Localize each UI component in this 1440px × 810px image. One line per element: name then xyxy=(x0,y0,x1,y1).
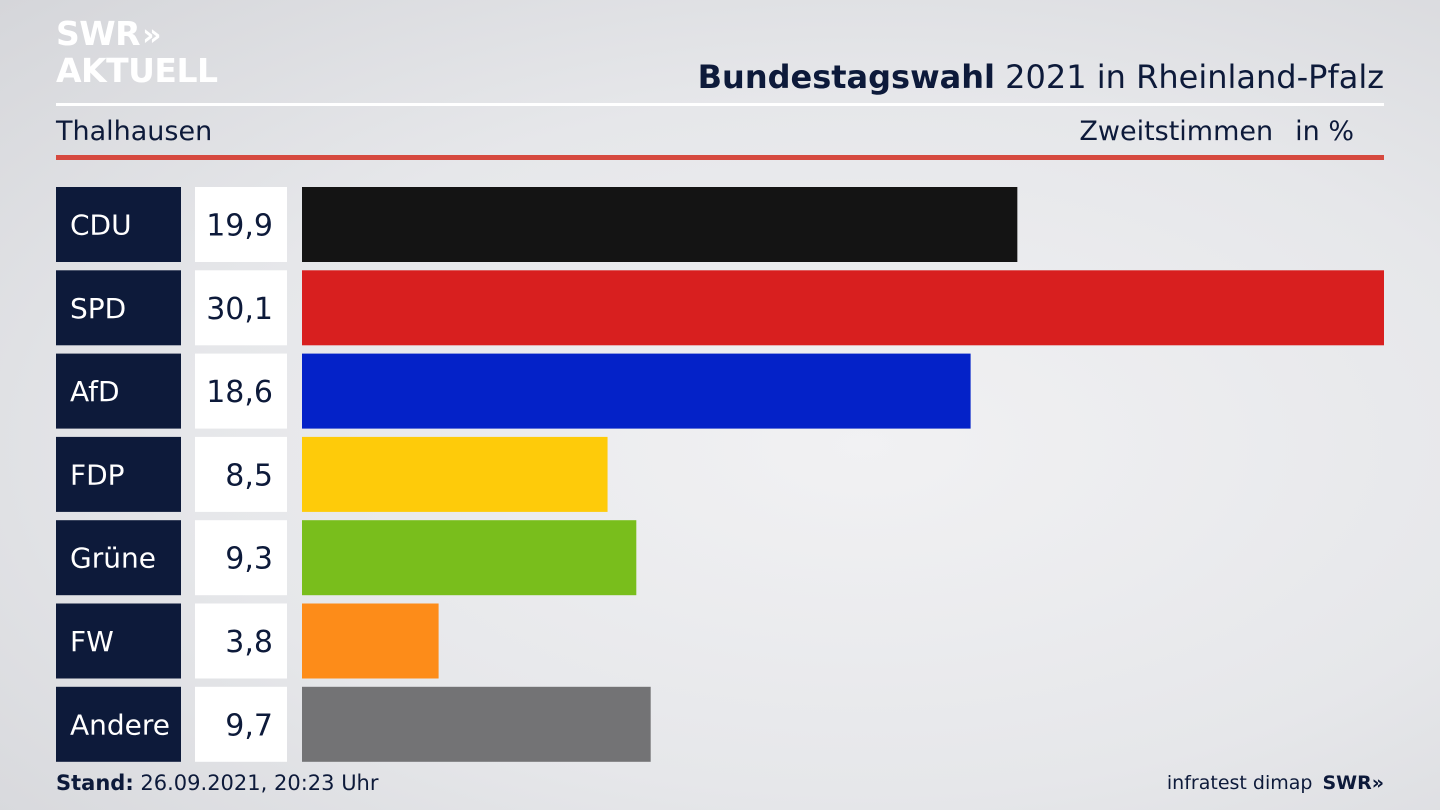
accent-divider xyxy=(56,155,1384,160)
party-label-fdp: FDP xyxy=(70,458,125,491)
value-box-andere xyxy=(195,686,287,762)
party-label-andere: Andere xyxy=(70,708,170,741)
party-label-cdu: CDU xyxy=(70,209,132,242)
value-label-spd: 30,1 xyxy=(206,292,273,327)
bar-gr-ne xyxy=(302,520,637,596)
value-box-fw xyxy=(195,603,287,679)
party-label-afd: AfD xyxy=(70,375,120,408)
party-label-spd: SPD xyxy=(70,292,126,325)
bar-spd xyxy=(302,270,1384,346)
bar-andere xyxy=(302,686,651,762)
party-label-box-cdu xyxy=(56,187,181,262)
party-label-box-gr-ne xyxy=(56,520,181,596)
party-label-box-fdp xyxy=(56,436,181,512)
value-box-cdu xyxy=(195,187,287,262)
value-label-afd: 18,6 xyxy=(206,375,273,410)
bar-cdu xyxy=(302,187,1018,262)
value-label-cdu: 19,9 xyxy=(206,209,273,244)
page-title: Bundestagswahl 2021 in Rheinland-Pfalz xyxy=(698,58,1384,96)
value-box-gr-ne xyxy=(195,520,287,596)
value-label-andere: 9,7 xyxy=(225,708,273,743)
party-label-box-afd xyxy=(56,353,181,429)
measure-name: Zweitstimmen xyxy=(1079,116,1274,147)
stand-value: 26.09.2021, 20:23 Uhr xyxy=(140,771,379,795)
stand-label: Stand: xyxy=(56,771,134,795)
swr-aktuell-logo: SWR» AKTUELL xyxy=(56,14,218,90)
value-box-afd xyxy=(195,353,287,429)
timestamp: Stand: 26.09.2021, 20:23 Uhr xyxy=(56,771,379,795)
value-box-fdp xyxy=(195,436,287,512)
party-label-gr-ne: Grüne xyxy=(70,542,156,575)
unit-label: in % xyxy=(1295,116,1354,147)
party-label-box-andere xyxy=(56,686,181,762)
title-bold: Bundestagswahl xyxy=(697,58,995,96)
party-label-box-fw xyxy=(56,603,181,679)
header-divider xyxy=(56,103,1384,106)
value-label-gr-ne: 9,3 xyxy=(225,542,273,577)
bar-afd xyxy=(302,353,971,429)
party-label-box-spd xyxy=(56,270,181,346)
value-box-spd xyxy=(195,270,287,346)
value-label-fdp: 8,5 xyxy=(225,458,273,493)
bar-fdp xyxy=(302,436,608,512)
measure-label: Zweitstimmen in % xyxy=(1079,116,1354,147)
title-rest: 2021 in Rheinland-Pfalz xyxy=(1005,58,1384,96)
swr-logo: SWR» xyxy=(1322,772,1384,794)
source-name: infratest dimap xyxy=(1166,772,1313,794)
region-name: Thalhausen xyxy=(56,116,213,147)
bar-fw xyxy=(302,603,439,679)
source-credit: infratest dimap SWR» xyxy=(1167,772,1384,794)
party-label-fw: FW xyxy=(70,625,114,658)
value-label-fw: 3,8 xyxy=(225,625,273,660)
